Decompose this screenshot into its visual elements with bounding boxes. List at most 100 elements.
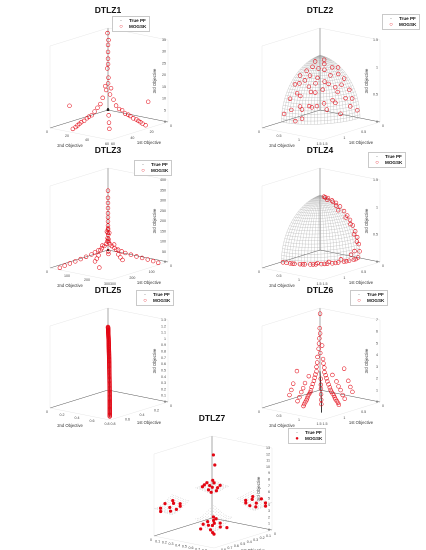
mogsk-point	[209, 490, 213, 494]
y-tick-label: 0.1	[155, 539, 160, 543]
mogsk-point	[263, 504, 268, 508]
true-pf-meridian	[317, 55, 321, 125]
axis-line	[49, 167, 109, 187]
true-pf-grid-point	[208, 515, 210, 517]
axis-line	[109, 261, 169, 281]
chart-title: DTLZ7	[198, 413, 226, 423]
y-tick-label: 0.5	[277, 274, 282, 278]
legend-entry-true-pf: · True PF	[353, 292, 384, 298]
mogsk-point	[316, 66, 321, 71]
mogsk-point	[340, 392, 345, 398]
true-pf-grid-point	[208, 518, 210, 520]
true-pf-grid-point	[253, 508, 255, 510]
true-pf-grid-point	[261, 504, 263, 506]
mogsk-point	[105, 215, 111, 220]
true-pf-grid-point	[219, 516, 221, 518]
mogsk-point	[308, 388, 314, 393]
mogsk-point	[351, 232, 357, 237]
mogsk-point	[211, 518, 216, 523]
mogsk-point	[102, 83, 108, 89]
true-pf-grid-point	[216, 481, 218, 483]
true-pf-grid-point	[204, 513, 206, 514]
true-pf-grid-point	[167, 511, 168, 512]
z-axis-title: 3rd Objective	[364, 68, 369, 93]
x-tick-label: 1.5	[323, 282, 328, 286]
mogsk-point	[315, 75, 320, 80]
legend-entry-true-pf: · True PF	[291, 430, 322, 436]
true-pf-grid-point	[221, 520, 223, 522]
true-pf-meridian	[319, 55, 356, 120]
true-pf-grid-point	[202, 488, 203, 490]
true-pf-grid-point	[163, 511, 165, 513]
y-tick-label: 0	[258, 130, 260, 134]
mogsk-point	[294, 90, 300, 96]
legend-marker-true-pf: ·	[390, 16, 392, 22]
true-pf-parallel	[281, 254, 360, 262]
x-tick-label: 40	[130, 136, 134, 140]
true-pf-grid-point	[167, 512, 168, 514]
y-tick-label: 1	[298, 278, 300, 282]
mogsk-point	[347, 87, 352, 92]
true-pf-grid-point	[165, 500, 166, 502]
true-pf-grid-point	[218, 523, 220, 525]
x-tick-label: 0.6	[234, 544, 239, 548]
true-pf-grid-point	[213, 484, 215, 486]
mogsk-point	[318, 350, 323, 356]
true-pf-grid-point	[175, 500, 176, 501]
axis-line	[213, 529, 273, 549]
true-pf-parallel	[315, 56, 325, 58]
true-pf-grid-point	[220, 488, 221, 490]
true-pf-grid-point	[228, 485, 230, 487]
mogsk-point	[199, 527, 203, 531]
y-tick-label: 0.5	[182, 545, 187, 549]
true-pf-grid-point	[209, 517, 211, 519]
true-pf-parallel	[294, 74, 347, 79]
mogsk-point	[205, 481, 209, 485]
z-tick-label: 0.8	[161, 350, 166, 354]
chart-plot: 0 100 200 300 0 100 200 300 0 50 100 150 200 250 300 35…	[46, 167, 172, 288]
y-tick-label: 1.5	[317, 422, 322, 426]
true-pf-grid-point	[208, 487, 210, 488]
mogsk-point	[289, 107, 294, 113]
true-pf-grid-point	[183, 505, 185, 506]
axis-line	[261, 109, 321, 129]
mogsk-point	[335, 400, 341, 406]
true-pf-grid-point	[224, 484, 226, 486]
true-pf-grid-point	[258, 508, 260, 510]
true-pf-grid-point	[221, 524, 223, 526]
mogsk-point	[297, 104, 303, 109]
axis-line	[49, 127, 111, 141]
mogsk-point	[254, 505, 258, 509]
mogsk-point	[100, 95, 105, 101]
true-pf-grid-point	[258, 501, 259, 502]
true-pf-grid-point	[198, 521, 200, 523]
true-pf-grid-point	[267, 501, 269, 503]
x-tick-label: 0.2	[260, 536, 265, 540]
y-tick-label: 0	[258, 270, 260, 274]
true-pf-grid-point	[158, 509, 160, 511]
mogsk-point	[315, 354, 320, 360]
legend-marker-mogsk: ○	[357, 298, 361, 304]
true-pf-grid-point	[246, 493, 248, 495]
legend-entry-true-pf: · True PF	[137, 162, 168, 168]
true-pf-grid-point	[173, 513, 175, 515]
true-pf-grid-point	[213, 514, 214, 515]
mogsk-point	[97, 265, 102, 270]
chart-legend: · True PF ○ MOGSK	[368, 152, 407, 168]
true-pf-meridian	[301, 55, 321, 125]
true-pf-grid-point	[218, 490, 220, 492]
true-pf-grid-point	[175, 507, 177, 508]
x-tick-label: 1.5	[323, 142, 328, 146]
legend-label-true-pf: True PF	[153, 292, 170, 297]
true-pf-grid-point	[219, 513, 221, 515]
mogsk-point	[105, 226, 111, 231]
z-tick-label: 30	[162, 50, 166, 54]
mogsk-point	[57, 265, 63, 270]
axis-line	[107, 389, 169, 403]
mogsk-point	[95, 105, 100, 110]
mogsk-point	[334, 379, 339, 384]
true-pf-grid-point	[213, 487, 215, 489]
mogsk-point	[310, 381, 315, 387]
y-axis-title: 2nd Objective	[269, 423, 295, 428]
mogsk-point	[73, 259, 78, 264]
